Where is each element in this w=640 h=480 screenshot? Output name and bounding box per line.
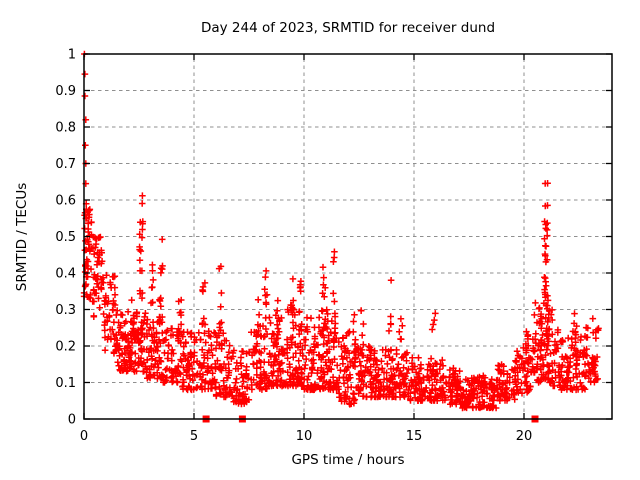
x-tick-label: 10 [296,429,313,444]
axis-ticks [83,53,612,420]
y-tick-label: 0.4 [55,267,76,282]
tick-labels: 0 5 10 15 20 0 0.1 0.2 0.3 0.4 0.5 0.6 0.7 0.8 0.9 1 [55,48,532,445]
y-tick-label: 0.9 [55,84,76,99]
grid-lines [84,54,612,419]
scatter-points [80,50,602,412]
chart-title: Day 244 of 2023, SRMTID for receiver dun… [200,20,496,36]
x-axis-label: GPS time / hours [291,452,405,468]
y-tick-label: 0 [68,413,76,428]
y-tick-label: 0.8 [55,121,76,136]
y-tick-label: 0.1 [55,376,76,391]
x-tick-label: 20 [516,429,533,444]
x-tick-label: 5 [190,429,198,444]
y-tick-label: 1 [68,48,76,63]
y-tick-label: 0.2 [55,340,76,355]
x-tick-label: 0 [80,429,88,444]
y-tick-label: 0.7 [55,157,76,172]
x-tick-label: 15 [406,429,423,444]
y-tick-label: 0.3 [55,303,76,318]
y-tick-label: 0.5 [55,230,76,245]
y-tick-label: 0.6 [55,194,76,209]
